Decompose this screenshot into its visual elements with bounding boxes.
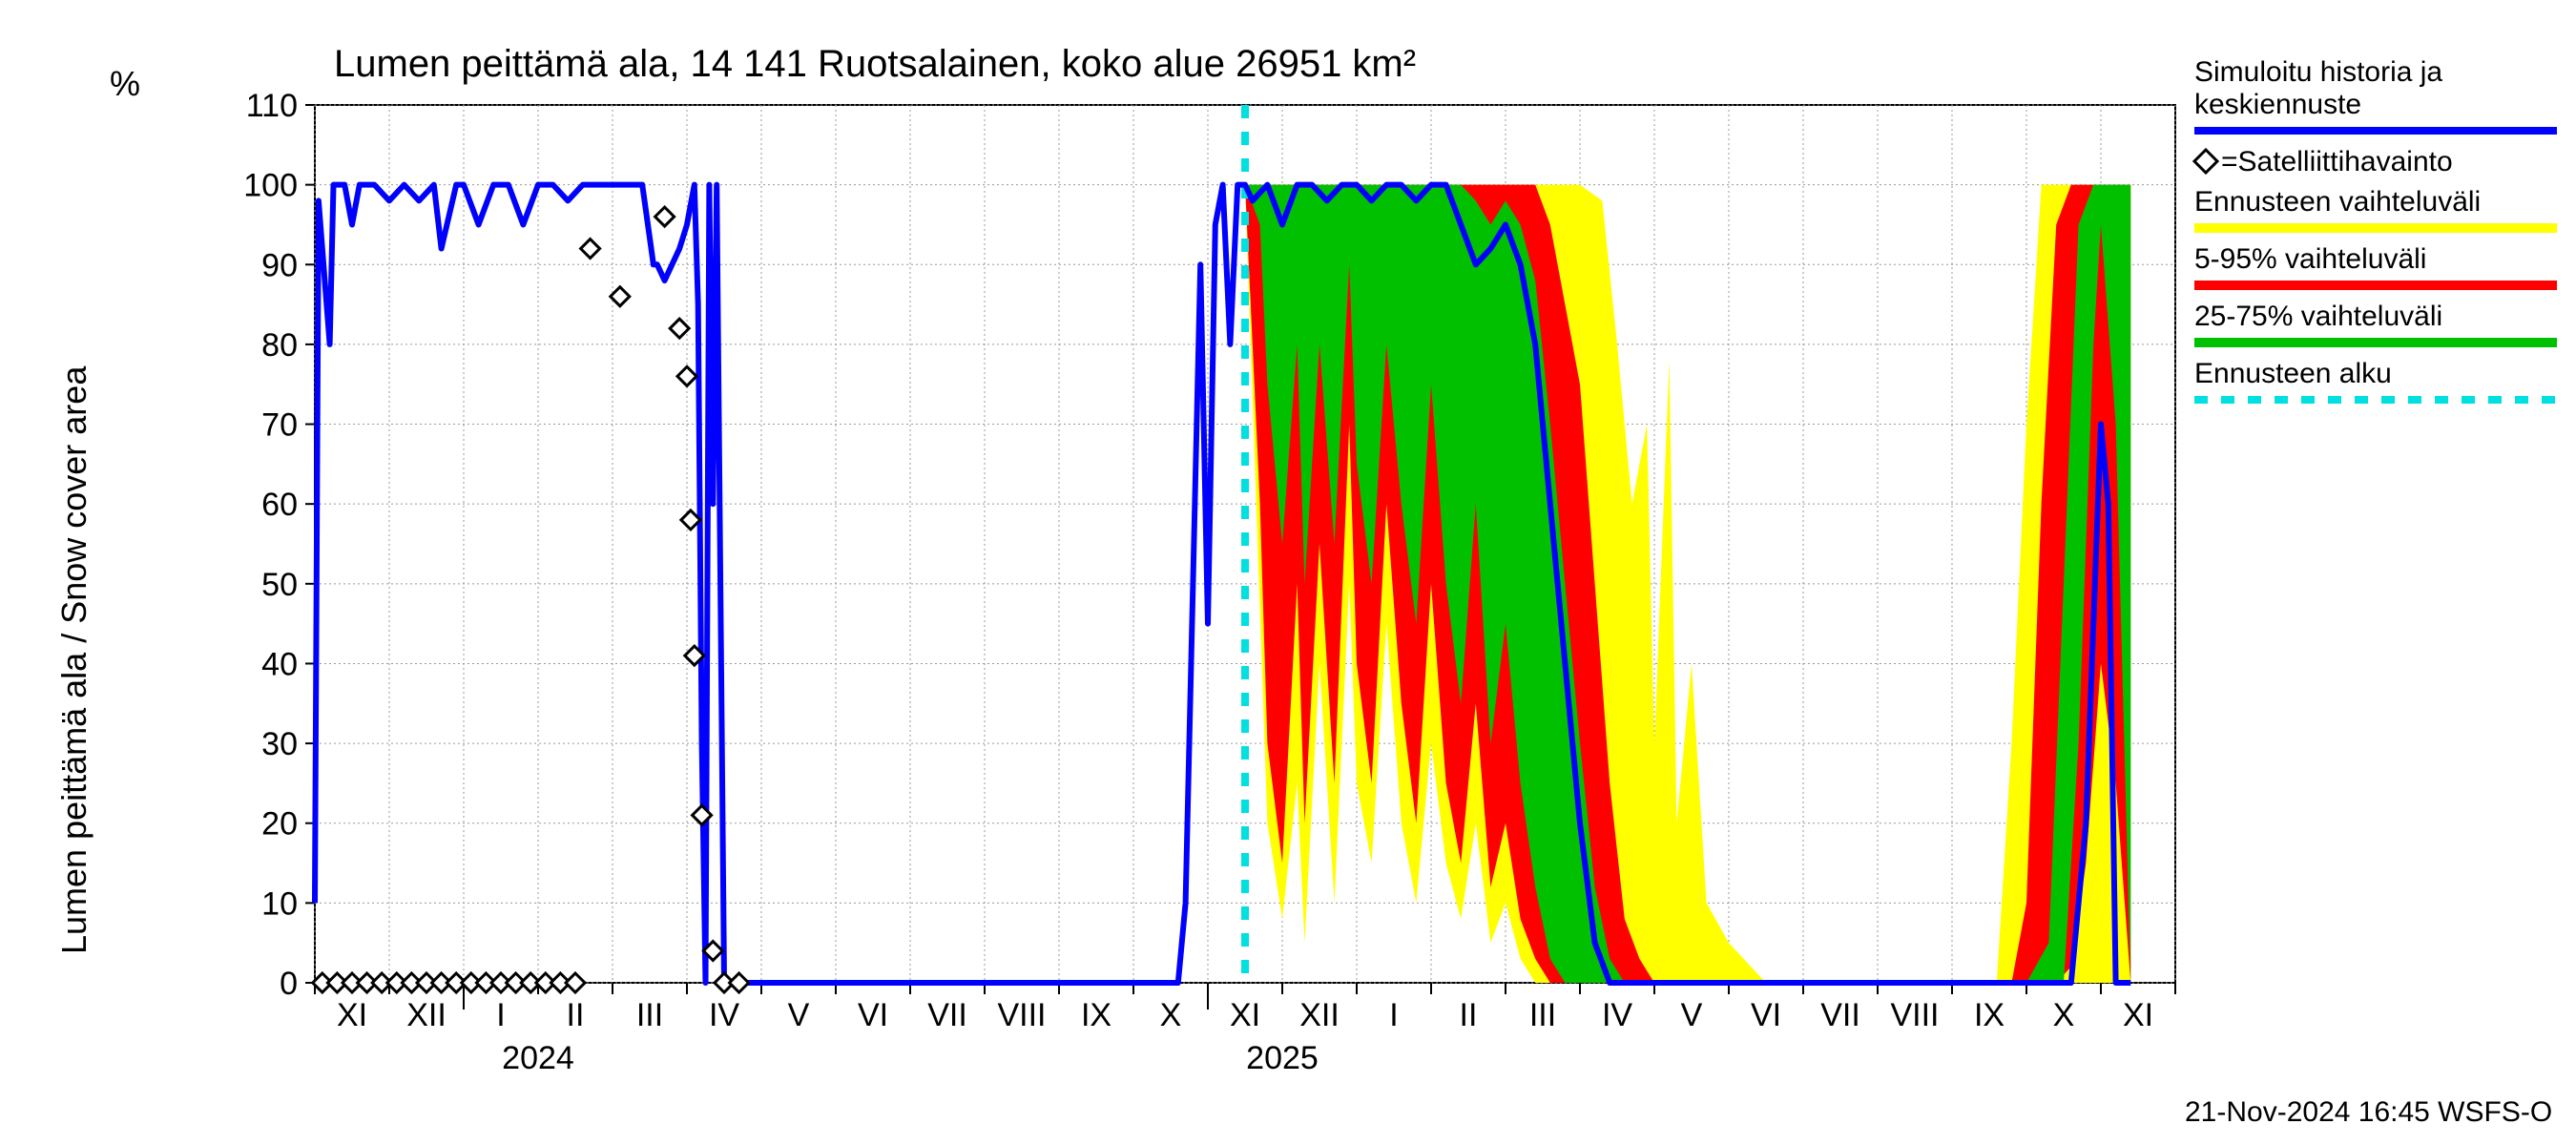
satellite-marker: [655, 207, 675, 226]
x-tick-label: III: [636, 997, 663, 1033]
satellite-marker: [677, 366, 696, 385]
x-tick-label: VII: [927, 997, 967, 1033]
chart-title: Lumen peittämä ala, 14 141 Ruotsalainen,…: [334, 43, 1416, 85]
y-tick-label: 30: [261, 726, 298, 762]
legend-label: keskiennuste: [2194, 89, 2361, 120]
x-tick-label: V: [788, 997, 810, 1033]
y-axis-unit: %: [110, 64, 140, 103]
y-tick-label: 20: [261, 806, 298, 843]
x-tick-label: VI: [858, 997, 888, 1033]
x-tick-label: VII: [1820, 997, 1860, 1033]
legend-marker-icon: [2194, 150, 2217, 173]
x-tick-label: VI: [1751, 997, 1781, 1033]
plot-area: 0102030405060708090100110XIXIIIIIIIIIVVV…: [243, 88, 2175, 1076]
y-tick-label: 60: [261, 487, 298, 523]
y-tick-label: 100: [243, 168, 298, 204]
y-tick-label: 40: [261, 646, 298, 682]
y-tick-label: 0: [280, 966, 298, 1002]
x-tick-label: XI: [1230, 997, 1260, 1033]
x-tick-label: VIII: [997, 997, 1046, 1033]
chart-svg: Lumen peittämä ala, 14 141 Ruotsalainen,…: [0, 0, 2576, 1145]
satellite-marker: [566, 973, 585, 992]
x-tick-label: X: [1160, 997, 1182, 1033]
y-axis-label: Lumen peittämä ala / Snow cover area: [54, 365, 93, 954]
y-tick-label: 70: [261, 407, 298, 444]
x-tick-label: IX: [1974, 997, 2005, 1033]
legend: Simuloitu historia jakeskiennuste =Satell…: [2194, 56, 2557, 400]
y-tick-label: 80: [261, 327, 298, 364]
x-tick-label: II: [1460, 997, 1478, 1033]
satellite-marker: [581, 239, 600, 259]
year-label: 2025: [1246, 1040, 1319, 1076]
legend-label: =Satelliittihavainto: [2221, 146, 2453, 177]
legend-label: 25-75% vaihteluväli: [2194, 301, 2442, 332]
x-tick-label: IX: [1081, 997, 1111, 1033]
x-tick-label: X: [2053, 997, 2075, 1033]
legend-label: Simuloitu historia ja: [2194, 56, 2442, 88]
legend-label: Ennusteen alku: [2194, 358, 2392, 389]
y-tick-label: 90: [261, 247, 298, 283]
satellite-marker: [670, 319, 689, 338]
x-tick-label: XII: [1299, 997, 1340, 1033]
satellite-marker: [730, 973, 749, 992]
x-tick-label: I: [496, 997, 505, 1033]
x-tick-label: XI: [337, 997, 367, 1033]
y-tick-label: 110: [246, 88, 298, 124]
x-tick-label: IV: [709, 997, 739, 1033]
x-tick-label: II: [567, 997, 585, 1033]
y-tick-label: 50: [261, 567, 298, 603]
x-tick-label: IV: [1602, 997, 1632, 1033]
y-tick-label: 10: [261, 885, 298, 922]
x-tick-label: XI: [2123, 997, 2153, 1033]
x-tick-label: VIII: [1890, 997, 1939, 1033]
x-tick-label: III: [1529, 997, 1556, 1033]
legend-label: 5-95% vaihteluväli: [2194, 243, 2426, 275]
legend-label: Ennusteen vaihteluväli: [2194, 186, 2481, 218]
year-label: 2024: [502, 1040, 574, 1076]
footer-timestamp: 21-Nov-2024 16:45 WSFS-O: [2185, 1096, 2552, 1128]
chart-container: Lumen peittämä ala, 14 141 Ruotsalainen,…: [0, 0, 2576, 1145]
x-tick-label: XII: [406, 997, 447, 1033]
x-tick-label: I: [1389, 997, 1398, 1033]
satellite-marker: [611, 287, 630, 306]
x-tick-label: V: [1681, 997, 1703, 1033]
